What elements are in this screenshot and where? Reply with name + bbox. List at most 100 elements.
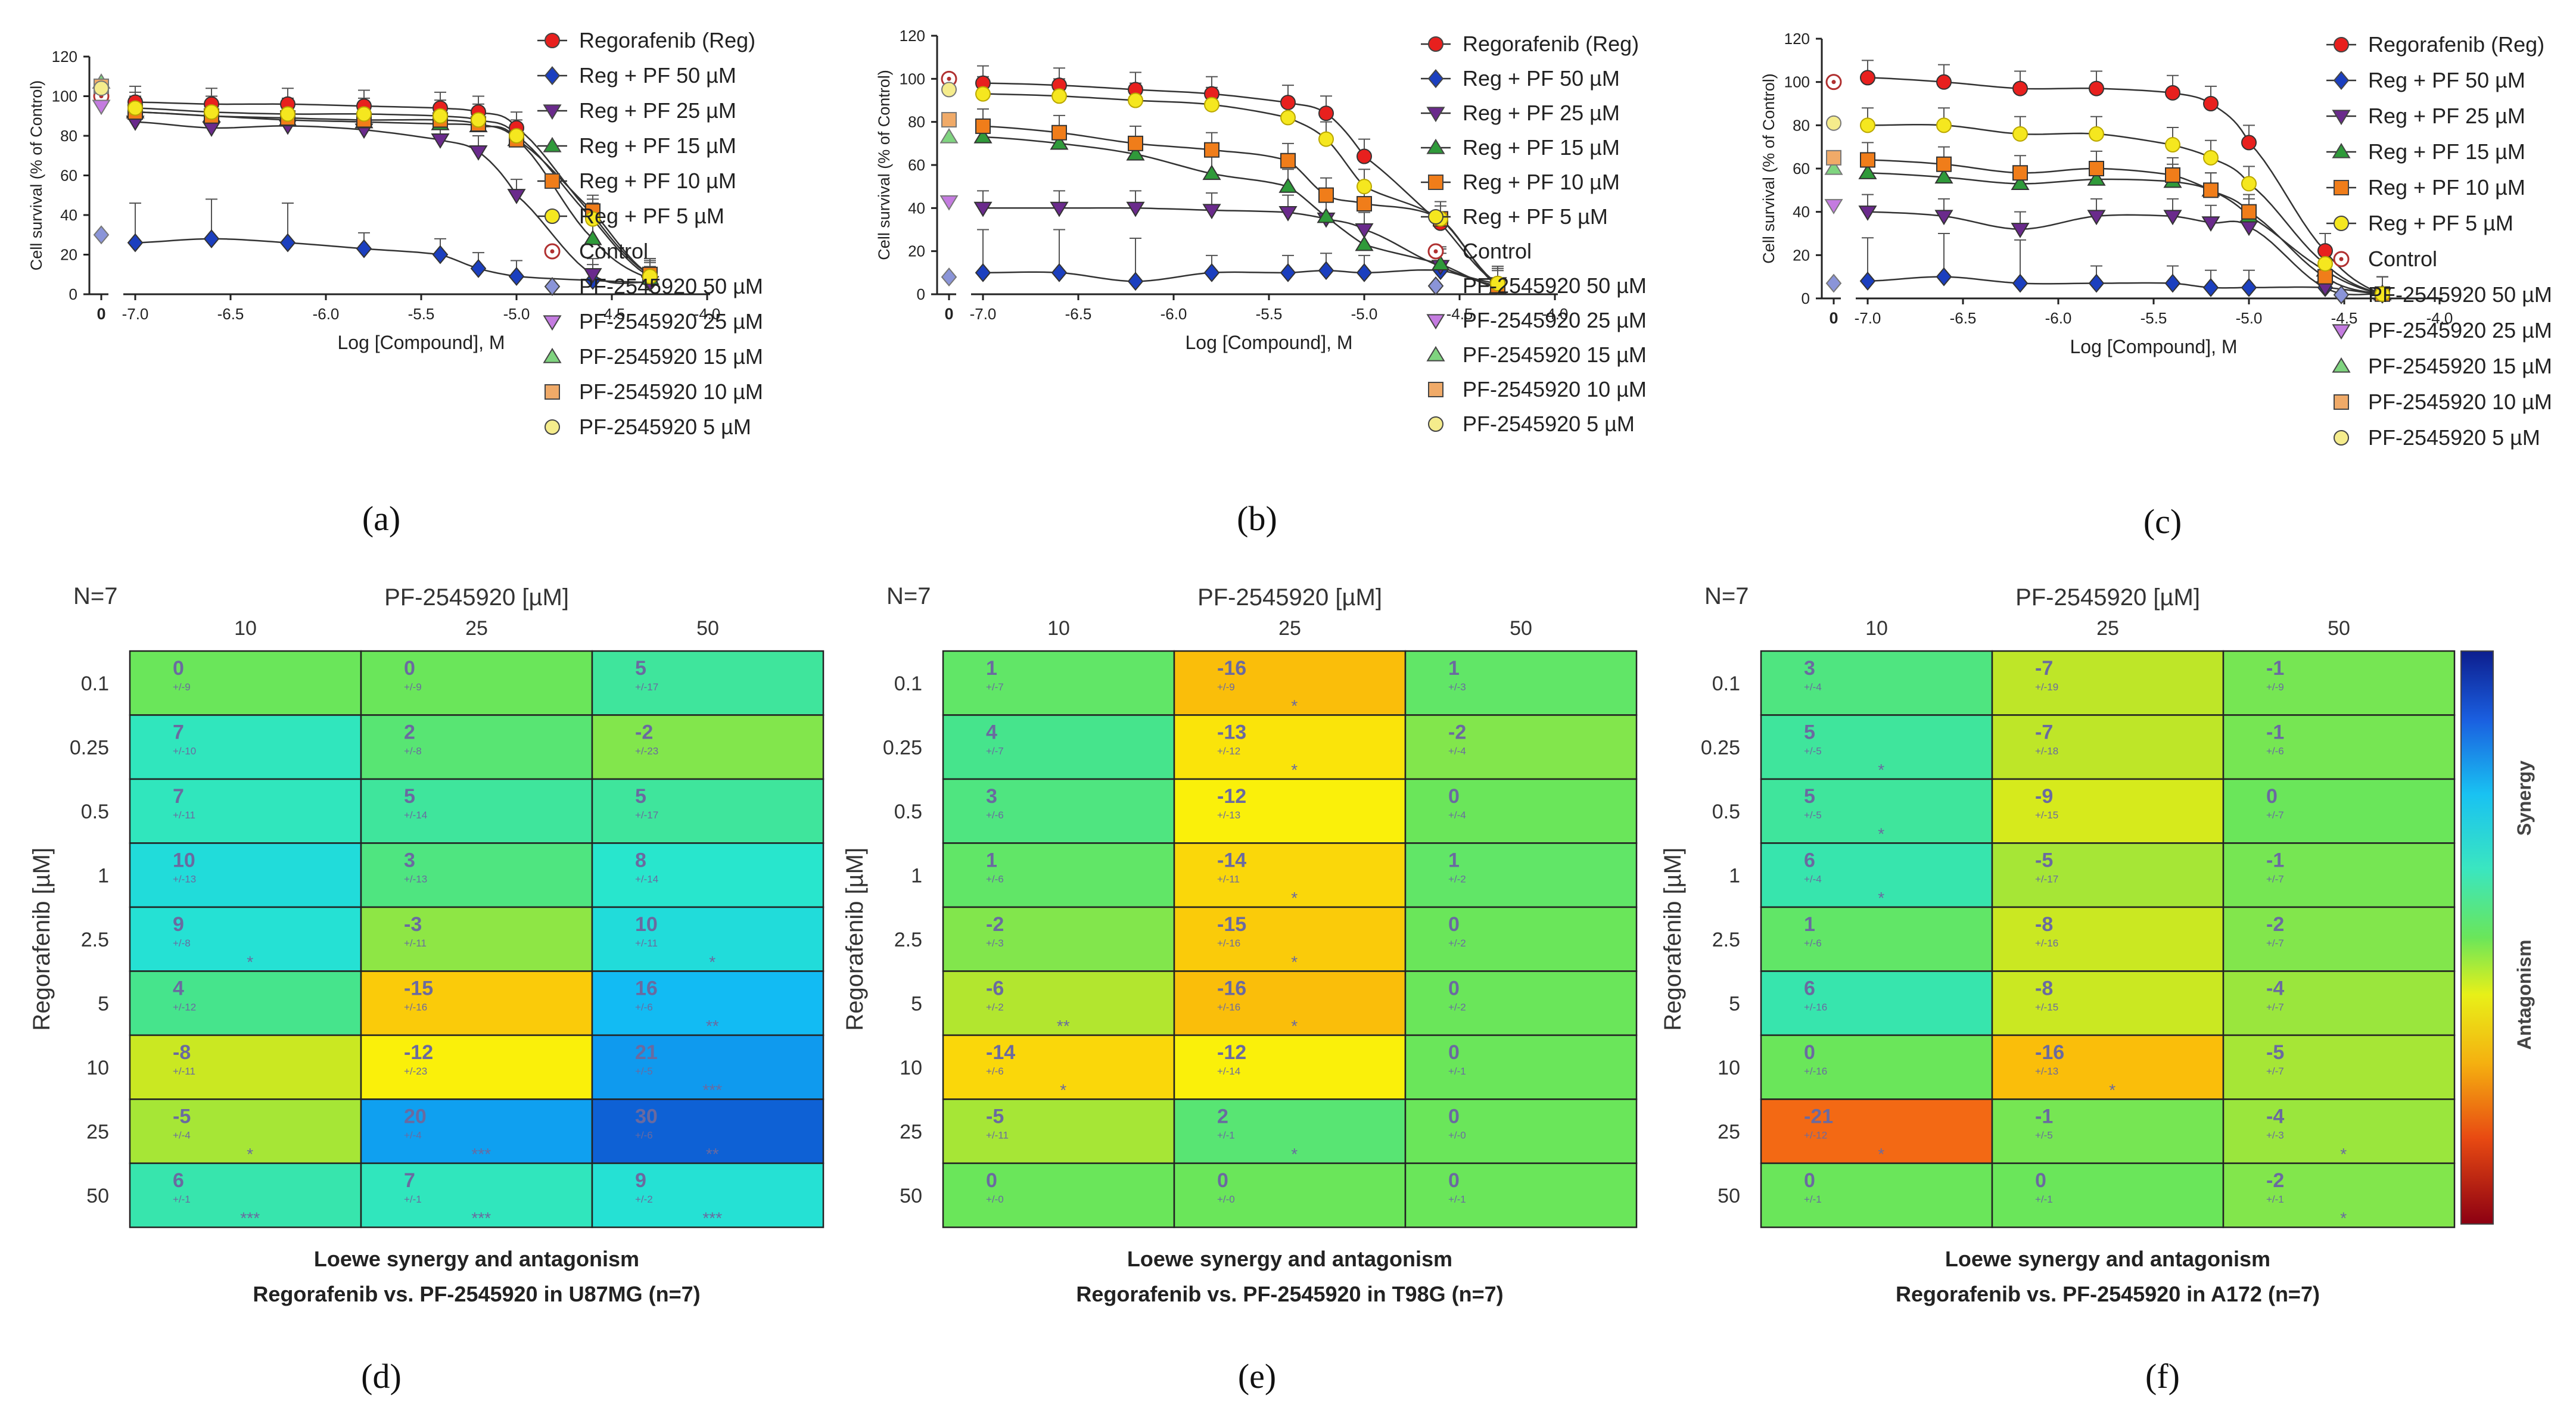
- control-point: [1824, 199, 1843, 214]
- data-point: [2241, 278, 2257, 297]
- data-point: [508, 267, 525, 287]
- data-point: [2202, 278, 2219, 297]
- data-point: [1318, 187, 1334, 203]
- data-point: [2317, 243, 2333, 259]
- x-tick-label: -6.5: [1065, 305, 1092, 323]
- data-point: [1357, 148, 1372, 164]
- heatmap-subtitle: Regorafenib vs. PF-2545920 in T98G (n=7): [1076, 1282, 1503, 1306]
- cell-sd: +/-0: [1217, 1194, 1235, 1205]
- heatmap-cell: [1173, 906, 1407, 972]
- data-point: [583, 268, 602, 284]
- y-tick-label: 0: [917, 285, 925, 303]
- cell-value: 5: [1804, 785, 1815, 808]
- cell-sd: +/-11: [173, 1066, 195, 1077]
- x-tick-label: -6.0: [1161, 305, 1187, 323]
- legend-marker: [2332, 142, 2351, 158]
- legend-marker: [545, 208, 560, 224]
- heatmap-cell: [2222, 650, 2456, 716]
- row-label: 1: [911, 864, 922, 887]
- data-point: [127, 233, 144, 253]
- cell-value: -5: [173, 1106, 191, 1128]
- heatmap-cell: [129, 1034, 362, 1100]
- data-point: [202, 122, 221, 137]
- cell-value: 0: [2266, 785, 2278, 808]
- cell-value: -6: [986, 977, 1004, 1000]
- row-label: 2.5: [1712, 929, 1740, 951]
- cell-sd: +/-19: [2035, 681, 2058, 693]
- n-label: N=7: [1704, 583, 1749, 609]
- data-point: [1355, 235, 1374, 251]
- fit-curve: [135, 111, 651, 279]
- cell-significance: ***: [471, 1145, 491, 1163]
- x-tick-label: 0: [97, 305, 105, 323]
- legend-marker: [545, 419, 560, 435]
- data-point: [1050, 134, 1069, 150]
- cell-sd: +/-11: [173, 809, 195, 821]
- cell-value: -7: [2035, 721, 2053, 744]
- row-label: 10: [1718, 1057, 1740, 1079]
- control-point: [939, 127, 959, 144]
- cell-value: 0: [1448, 977, 1460, 1000]
- cell-sd: +/-6: [2266, 746, 2284, 757]
- legend-marker: [543, 347, 562, 363]
- column-label: 50: [696, 617, 719, 640]
- heatmap-cell: [360, 1034, 593, 1100]
- cell-sd: +/-14: [1217, 1066, 1240, 1077]
- heatmap-cell: [1173, 1162, 1407, 1228]
- cell-sd: +/-2: [635, 1194, 653, 1205]
- row-label: 2.5: [894, 929, 922, 951]
- cell-value: 4: [986, 721, 997, 744]
- data-point: [1278, 178, 1298, 193]
- data-point: [1128, 135, 1143, 151]
- cell-significance: *: [1291, 1017, 1298, 1035]
- heatmap-cell: [1760, 1034, 1993, 1100]
- n-label: N=7: [886, 583, 931, 609]
- legend-entry: Regorafenib (Reg): [579, 28, 755, 52]
- data-point: [975, 118, 991, 134]
- legend-entry: PF-2545920 25 µM: [1463, 308, 1647, 332]
- heatmap-cell: [591, 650, 825, 716]
- legend-entry: PF-2545920 50 µM: [1463, 273, 1647, 298]
- y-tick-label: 120: [52, 48, 77, 66]
- data-point: [1051, 263, 1068, 282]
- cell-sd: +/-0: [1448, 1130, 1466, 1141]
- cell-sd: +/-3: [1448, 681, 1466, 693]
- left-axis-label: Regorafenib [µM]: [842, 848, 868, 1031]
- heatmap-cell: [1404, 842, 1638, 908]
- cell-sd: +/-6: [635, 1002, 653, 1013]
- data-point: [2203, 96, 2219, 111]
- heatmap-cell: [942, 906, 1175, 972]
- legend-entry: Control: [579, 239, 648, 263]
- x-tick-label: -5.5: [1256, 305, 1283, 323]
- data-point: [1317, 207, 1336, 223]
- heatmap-cell: [1404, 1034, 1638, 1100]
- heatmap-cell: [1991, 842, 2225, 908]
- heatmap-cell: [1991, 714, 2225, 780]
- heatmap-cell: [1404, 1098, 1638, 1164]
- cell-significance: ***: [702, 1081, 722, 1100]
- heatmap-cell: [942, 714, 1175, 780]
- data-point: [1355, 223, 1374, 239]
- cell-sd: +/-13: [173, 874, 196, 885]
- cell-value: 1: [1448, 657, 1460, 680]
- heatmap-cell: [942, 778, 1175, 844]
- cell-sd: +/-12: [1804, 1130, 1827, 1141]
- heatmap-cell: [591, 906, 825, 972]
- legend-marker: [1427, 276, 1444, 295]
- cell-value: -4: [2266, 1106, 2284, 1128]
- cell-value: 6: [1804, 849, 1815, 872]
- data-point: [471, 112, 486, 128]
- legend-entry: Reg + PF 25 µM: [2368, 104, 2525, 128]
- y-tick-label: 60: [60, 167, 77, 185]
- cell-value: 3: [404, 849, 415, 872]
- panel-label: (a): [362, 499, 400, 538]
- legend-entry: Reg + PF 10 µM: [1463, 170, 1620, 194]
- left-axis-label: Regorafenib [µM]: [29, 848, 55, 1031]
- cell-value: 5: [635, 657, 646, 680]
- cell-value: 9: [635, 1169, 646, 1192]
- legend-marker: [1427, 69, 1444, 88]
- data-point: [2201, 216, 2220, 232]
- heatmap-cell: [1760, 970, 1993, 1036]
- panel-label: (d): [361, 1357, 402, 1396]
- cell-significance: **: [706, 1145, 719, 1163]
